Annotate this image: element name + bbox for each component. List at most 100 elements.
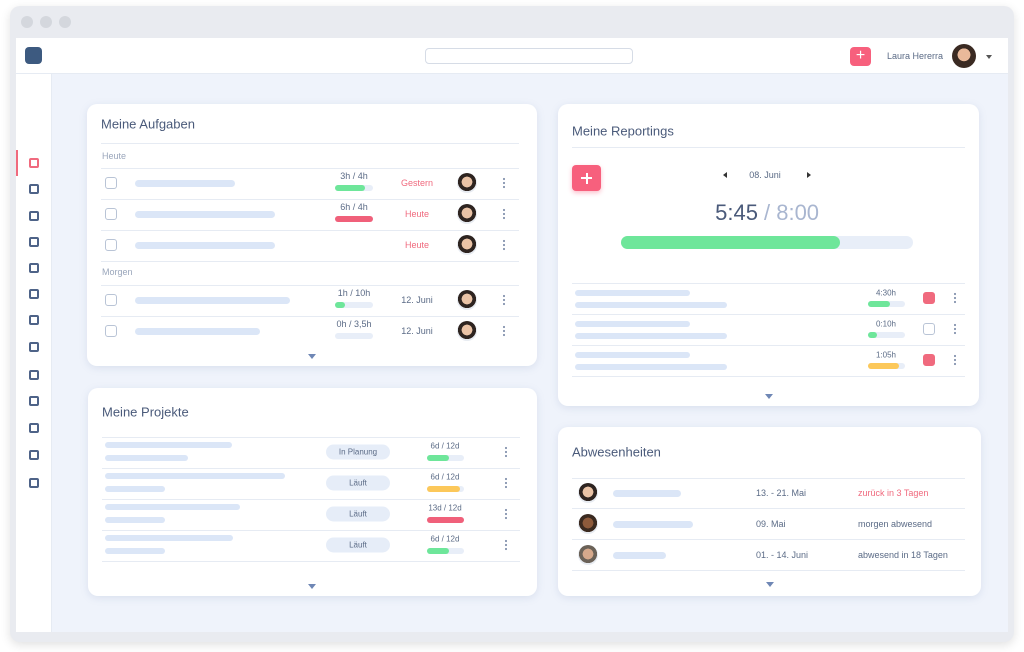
- more-menu[interactable]: [954, 292, 956, 304]
- user-avatar[interactable]: [952, 44, 976, 68]
- nav-icon[interactable]: [29, 289, 39, 299]
- expand-arrow[interactable]: [308, 584, 316, 589]
- status-pill: Läuft: [326, 537, 390, 553]
- nav-icon[interactable]: [29, 211, 39, 221]
- avatar: [457, 290, 477, 310]
- next-day[interactable]: [807, 172, 811, 178]
- card-title: Meine Projekte: [102, 404, 189, 420]
- nav-icon[interactable]: [29, 450, 39, 460]
- user-name[interactable]: Laura Hererra: [887, 51, 944, 61]
- more-menu[interactable]: [503, 239, 505, 251]
- nav-icon[interactable]: [29, 396, 39, 406]
- divider: [572, 314, 965, 315]
- prev-day[interactable]: [723, 172, 727, 178]
- absence-status: zurück in 3 Tagen: [858, 488, 929, 498]
- report-date: 08. Juni: [749, 170, 781, 180]
- more-menu[interactable]: [505, 539, 507, 551]
- checkbox[interactable]: [105, 208, 117, 220]
- group-label: Morgen: [102, 267, 133, 277]
- task-due: Heute: [404, 240, 430, 250]
- absence-status: morgen abwesend: [858, 519, 933, 529]
- card-title: Meine Aufgaben: [101, 116, 195, 132]
- placeholder-bar: [613, 520, 693, 528]
- progress-fill: [335, 185, 366, 191]
- divider: [102, 561, 520, 562]
- divider: [101, 261, 519, 262]
- absence-date: 13. - 21. Mai: [756, 488, 807, 498]
- task-time: 3h / 4h: [340, 171, 368, 181]
- placeholder-bar: [575, 290, 690, 296]
- checkbox[interactable]: [923, 354, 935, 366]
- card-title: Abwesenheiten: [572, 444, 661, 460]
- user-caret[interactable]: [986, 55, 992, 62]
- absence-date: 01. - 14. Juni: [756, 550, 809, 560]
- nav-icon[interactable]: [29, 263, 39, 273]
- avatar: [457, 321, 477, 341]
- progress-fill: [335, 302, 345, 308]
- report-time: 4:30h: [875, 288, 897, 298]
- checkbox[interactable]: [105, 325, 117, 337]
- placeholder-bar: [105, 504, 240, 510]
- placeholder-bar: [105, 486, 165, 492]
- checkbox[interactable]: [923, 292, 935, 304]
- more-menu[interactable]: [954, 323, 956, 335]
- sidebar: [16, 74, 52, 632]
- project-time: 6d / 12d: [430, 472, 460, 482]
- divider: [101, 143, 519, 144]
- more-menu[interactable]: [503, 208, 505, 220]
- progress-fill: [868, 363, 900, 369]
- avatar: [457, 204, 477, 224]
- more-menu[interactable]: [503, 294, 505, 306]
- nav-icon[interactable]: [29, 342, 39, 352]
- progress-track: [335, 302, 373, 308]
- more-menu[interactable]: [505, 508, 507, 520]
- checkbox[interactable]: [105, 239, 117, 251]
- placeholder-bar: [575, 321, 690, 327]
- checkbox[interactable]: [105, 294, 117, 306]
- more-menu[interactable]: [954, 354, 956, 366]
- nav-icon[interactable]: [29, 315, 39, 325]
- more-menu[interactable]: [503, 177, 505, 189]
- placeholder-bar: [105, 442, 232, 448]
- divider: [572, 508, 965, 509]
- expand-arrow[interactable]: [766, 582, 774, 587]
- add-button[interactable]: +: [850, 47, 871, 66]
- expand-arrow[interactable]: [308, 354, 316, 359]
- placeholder-bar: [105, 473, 285, 479]
- nav-icon[interactable]: [29, 423, 39, 433]
- nav-icon[interactable]: [29, 370, 39, 380]
- divider: [572, 283, 965, 284]
- placeholder-bar: [135, 210, 275, 218]
- divider: [572, 570, 965, 571]
- absence-status: abwesend in 18 Tagen: [858, 550, 948, 560]
- more-menu[interactable]: [505, 446, 507, 458]
- search-box[interactable]: [425, 48, 633, 64]
- worked-time: 5:45: [715, 200, 758, 225]
- placeholder-bar: [575, 352, 690, 358]
- window-dot: [59, 16, 71, 28]
- progress-fill: [427, 517, 464, 523]
- nav-icon[interactable]: [29, 237, 39, 247]
- nav-icon[interactable]: [29, 478, 39, 488]
- task-time: 0h / 3,5h: [336, 319, 372, 329]
- logo: [25, 47, 42, 64]
- checkbox[interactable]: [105, 177, 117, 189]
- expand-arrow[interactable]: [765, 394, 773, 399]
- divider: [102, 499, 520, 500]
- checkbox[interactable]: [923, 323, 935, 335]
- placeholder-bar: [105, 548, 165, 554]
- more-menu[interactable]: [503, 325, 505, 337]
- avatar: [578, 545, 598, 565]
- nav-icon[interactable]: [29, 184, 39, 194]
- report-time: 0:10h: [875, 319, 897, 329]
- progress-fill: [427, 455, 450, 461]
- divider: [101, 316, 519, 317]
- project-time: 6d / 12d: [430, 534, 460, 544]
- more-menu[interactable]: [505, 477, 507, 489]
- divider: [102, 530, 520, 531]
- absence-date: 09. Mai: [756, 519, 786, 529]
- nav-icon[interactable]: [29, 158, 39, 168]
- progress-fill: [868, 301, 891, 307]
- placeholder-bar: [135, 179, 235, 187]
